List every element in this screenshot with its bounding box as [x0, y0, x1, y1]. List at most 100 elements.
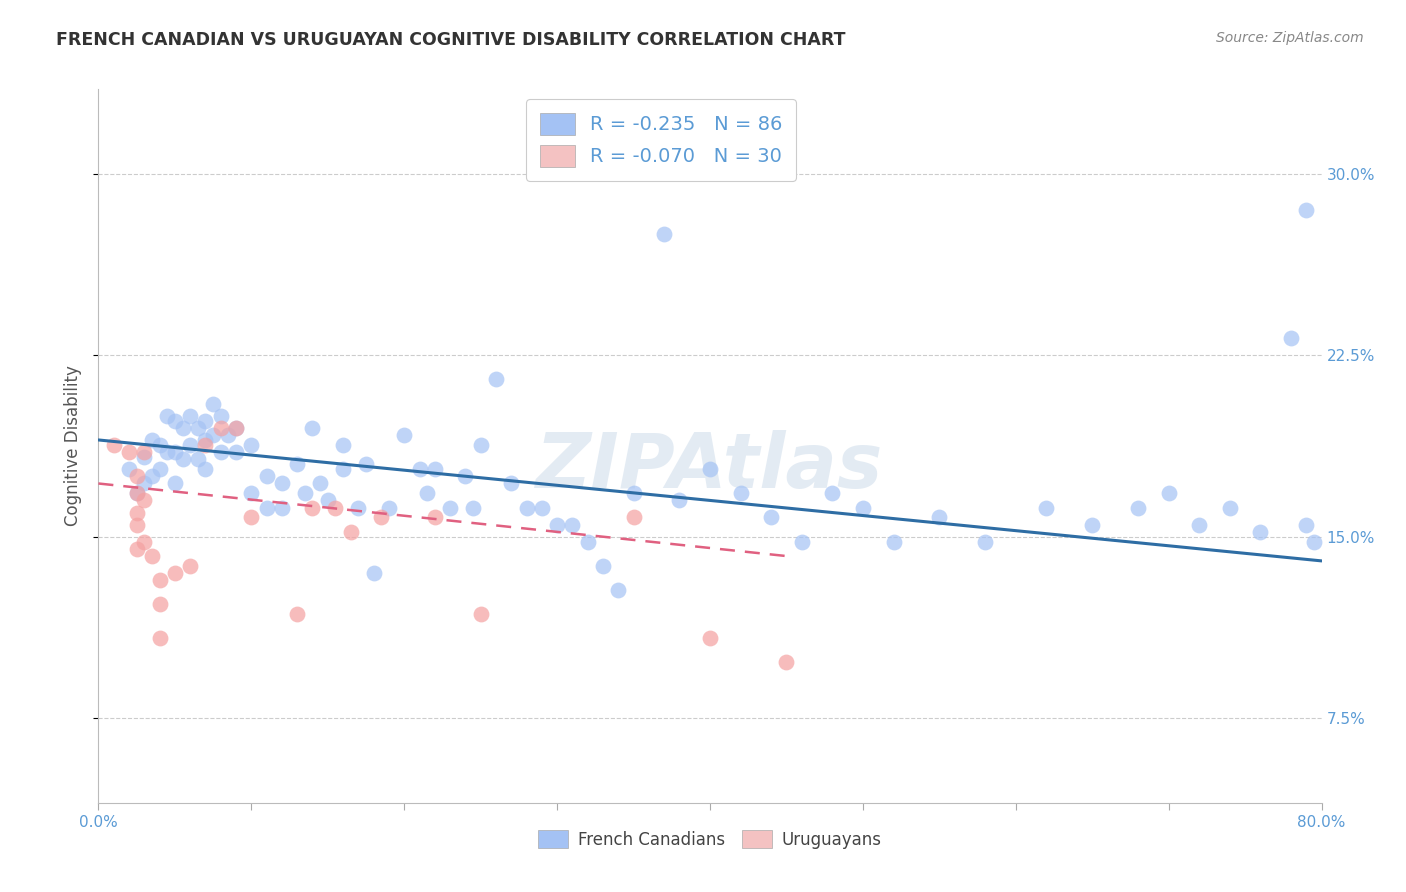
Point — [285, 457, 308, 471]
Point — [240, 510, 263, 524]
Point — [118, 445, 141, 459]
Point — [163, 566, 186, 580]
Point — [141, 549, 163, 563]
Point — [125, 469, 148, 483]
Text: ZIPAtlas: ZIPAtlas — [536, 431, 884, 504]
Point — [416, 486, 439, 500]
Point — [118, 462, 141, 476]
Point — [125, 506, 148, 520]
Point — [163, 414, 186, 428]
Point — [149, 462, 172, 476]
Point — [974, 534, 997, 549]
Point — [928, 510, 950, 524]
Point — [668, 493, 690, 508]
Point — [775, 656, 797, 670]
Point — [125, 486, 148, 500]
Point — [530, 500, 553, 515]
Point — [194, 462, 217, 476]
Point — [1249, 524, 1271, 539]
Point — [149, 438, 172, 452]
Point — [141, 433, 163, 447]
Point — [163, 476, 186, 491]
Point — [1303, 534, 1326, 549]
Point — [285, 607, 308, 621]
Point — [699, 632, 721, 646]
Point — [883, 534, 905, 549]
Point — [194, 414, 217, 428]
Point — [485, 372, 508, 386]
Point — [347, 500, 370, 515]
Point — [790, 534, 813, 549]
Point — [332, 438, 354, 452]
Point — [516, 500, 538, 515]
Point — [699, 462, 721, 476]
Point — [607, 582, 630, 597]
Point — [256, 469, 278, 483]
Point — [1035, 500, 1057, 515]
Point — [240, 486, 263, 500]
Point — [332, 462, 354, 476]
Point — [423, 462, 446, 476]
Point — [378, 500, 401, 515]
Point — [202, 428, 225, 442]
Point — [592, 558, 614, 573]
Point — [125, 486, 148, 500]
Point — [134, 450, 156, 464]
Point — [156, 445, 179, 459]
Point — [759, 510, 782, 524]
Point — [209, 445, 232, 459]
Point — [225, 421, 247, 435]
Point — [209, 409, 232, 423]
Point — [217, 428, 239, 442]
Point — [461, 500, 484, 515]
Point — [423, 510, 446, 524]
Text: Source: ZipAtlas.com: Source: ZipAtlas.com — [1216, 31, 1364, 45]
Point — [187, 452, 209, 467]
Point — [354, 457, 377, 471]
Point — [172, 421, 194, 435]
Point — [821, 486, 844, 500]
Point — [270, 500, 292, 515]
Point — [270, 476, 292, 491]
Point — [225, 421, 247, 435]
Point — [623, 510, 645, 524]
Point — [149, 632, 172, 646]
Point — [179, 438, 201, 452]
Point — [149, 598, 172, 612]
Point — [325, 500, 347, 515]
Point — [256, 500, 278, 515]
Point — [1295, 203, 1317, 218]
Point — [240, 438, 263, 452]
Point — [179, 409, 201, 423]
Point — [125, 517, 148, 532]
Point — [103, 438, 125, 452]
Point — [125, 541, 148, 556]
Point — [1279, 331, 1302, 345]
Point — [163, 445, 186, 459]
Point — [370, 510, 392, 524]
Point — [149, 574, 172, 588]
Point — [202, 397, 225, 411]
Point — [194, 433, 217, 447]
Point — [363, 566, 385, 580]
Point — [194, 438, 217, 452]
Point — [1188, 517, 1211, 532]
Point — [134, 445, 156, 459]
Point — [470, 438, 492, 452]
Point — [209, 421, 232, 435]
Point — [179, 558, 201, 573]
Point — [408, 462, 430, 476]
Point — [156, 409, 179, 423]
Point — [172, 452, 194, 467]
Point — [623, 486, 645, 500]
Point — [225, 445, 247, 459]
Point — [134, 534, 156, 549]
Point — [339, 524, 361, 539]
Point — [316, 493, 339, 508]
Point — [730, 486, 752, 500]
Point — [1157, 486, 1180, 500]
Point — [1295, 517, 1317, 532]
Point — [301, 500, 323, 515]
Point — [309, 476, 332, 491]
Y-axis label: Cognitive Disability: Cognitive Disability — [65, 366, 83, 526]
